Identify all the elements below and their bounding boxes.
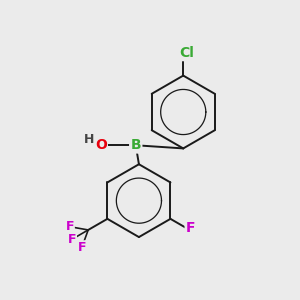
Text: O: O xyxy=(95,138,107,152)
Text: B: B xyxy=(130,138,141,152)
Text: Cl: Cl xyxy=(179,46,194,60)
Text: F: F xyxy=(68,232,76,246)
Text: F: F xyxy=(185,221,195,236)
Text: F: F xyxy=(78,241,86,254)
Text: F: F xyxy=(66,220,74,233)
Text: H: H xyxy=(84,133,94,146)
